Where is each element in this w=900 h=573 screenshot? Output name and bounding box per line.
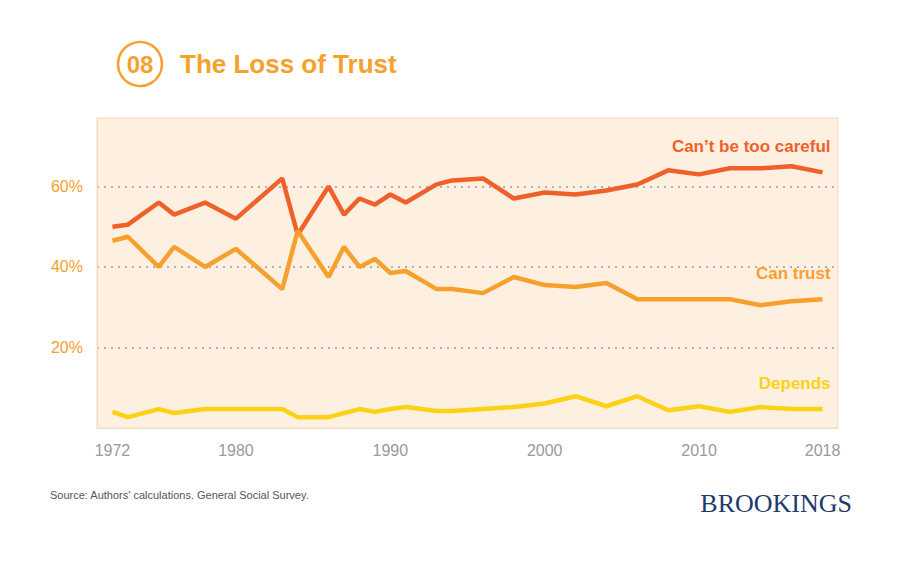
svg-text:1990: 1990 [373, 442, 409, 459]
svg-text:1980: 1980 [218, 442, 254, 459]
svg-text:BROOKINGS: BROOKINGS [700, 489, 852, 518]
svg-text:08: 08 [127, 51, 154, 78]
svg-text:Depends: Depends [759, 374, 831, 393]
svg-text:40%: 40% [51, 258, 83, 275]
svg-text:Can’t be too careful: Can’t be too careful [672, 137, 831, 156]
svg-text:Can trust: Can trust [756, 264, 831, 283]
svg-text:60%: 60% [51, 178, 83, 195]
svg-text:Source: Authors' calculations.: Source: Authors' calculations. General S… [50, 489, 309, 501]
svg-text:2018: 2018 [805, 442, 841, 459]
svg-text:The Loss of Trust: The Loss of Trust [180, 49, 397, 79]
svg-text:1972: 1972 [95, 442, 131, 459]
svg-text:2000: 2000 [527, 442, 563, 459]
svg-text:2010: 2010 [681, 442, 717, 459]
svg-text:20%: 20% [51, 339, 83, 356]
